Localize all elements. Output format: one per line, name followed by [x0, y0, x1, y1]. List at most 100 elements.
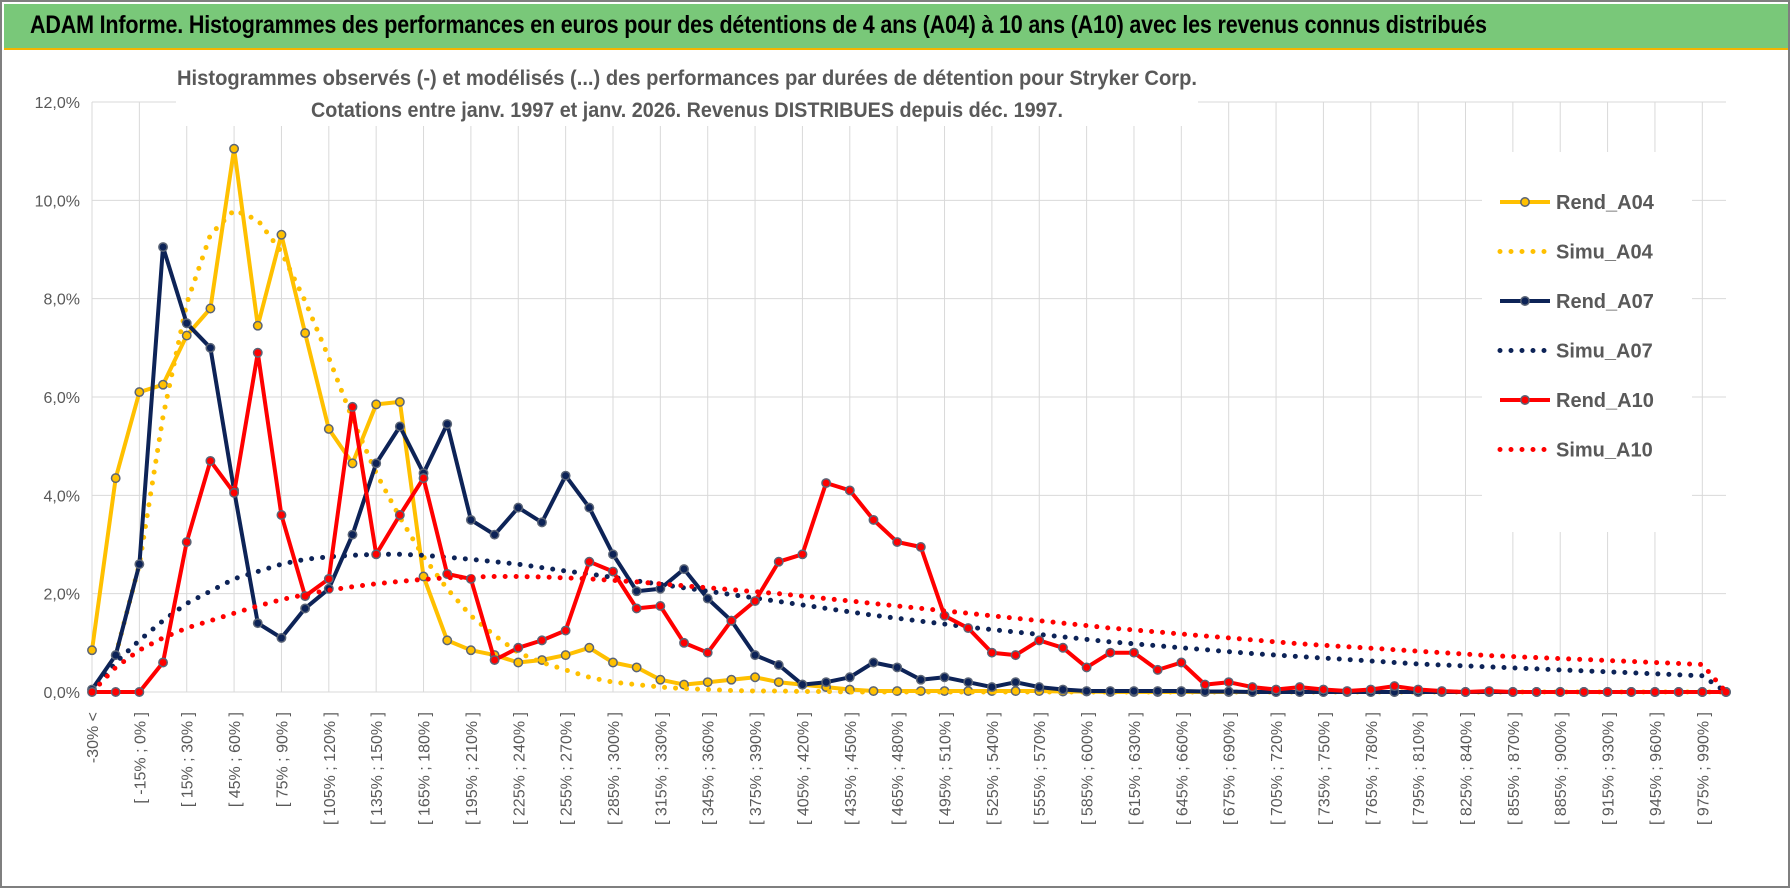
data-point	[536, 517, 547, 528]
data-point	[844, 672, 855, 683]
data-point	[1152, 664, 1163, 675]
data-point	[300, 603, 311, 614]
data-point	[631, 603, 642, 614]
data-point	[584, 556, 595, 567]
data-point	[1176, 657, 1187, 668]
x-tick-label: [ 795% ; 810% ]	[1411, 712, 1428, 825]
data-point	[513, 642, 524, 653]
data-point	[915, 542, 926, 552]
chart-legend: Rend_A04 Simu_A04 Rend_A07 Simu_A07 Rend_A10…	[1482, 152, 1692, 532]
chart-series	[87, 143, 1731, 697]
x-tick-label: [ 675% ; 690% ]	[1222, 712, 1239, 825]
series-line-Simu_A07	[89, 551, 1729, 695]
series-Simu_A04	[89, 207, 1729, 695]
data-point	[181, 330, 192, 341]
data-point	[1176, 686, 1187, 696]
chart-title-block: Histogrammes observés (-) et modélisés (…	[176, 58, 1198, 126]
y-tick-label: 6,0%	[44, 390, 80, 407]
y-tick-label: 12,0%	[35, 95, 80, 112]
legend-label-Simu_A07: Simu_A07	[1556, 341, 1653, 363]
data-point	[608, 566, 618, 577]
data-point	[205, 455, 216, 466]
x-tick-label: [ 975% ; 990% ]	[1695, 712, 1712, 825]
data-point	[892, 662, 903, 673]
x-tick-label: [ 825% ; 840% ]	[1459, 712, 1476, 825]
data-point	[797, 549, 808, 560]
chart-gridlines	[91, 101, 1726, 693]
x-tick-label: [ 885% ; 900% ]	[1553, 712, 1570, 825]
y-tick-label: 8,0%	[44, 292, 80, 309]
legend-marker	[1520, 296, 1530, 306]
data-point	[963, 677, 974, 688]
report-banner-title: ADAM Informe. Histogrammes des performan…	[30, 11, 1487, 39]
data-point	[1413, 684, 1424, 695]
x-tick-label: [ 945% ; 960% ]	[1648, 712, 1665, 825]
data-point	[1057, 684, 1068, 695]
data-point	[679, 637, 689, 648]
data-point	[1081, 662, 1092, 673]
x-tick-label: [ 285% ; 300% ]	[606, 712, 623, 825]
data-point	[1057, 642, 1068, 653]
y-tick-label: 0,0%	[44, 685, 80, 702]
data-point	[158, 657, 168, 668]
x-tick-label: [ 75% ; 90% ]	[274, 712, 291, 807]
x-tick-label: [ 615% ; 630% ]	[1127, 712, 1144, 825]
data-point	[489, 655, 500, 665]
data-point	[181, 537, 192, 547]
x-tick-label: [ 705% ; 720% ]	[1269, 712, 1286, 825]
data-point	[608, 549, 618, 560]
data-point	[300, 328, 311, 339]
data-point	[1247, 682, 1258, 693]
series-line-Rend_A04	[90, 146, 1726, 694]
data-point	[1129, 647, 1139, 658]
y-tick-label: 4,0%	[44, 488, 80, 505]
data-point	[347, 458, 358, 469]
data-point	[276, 229, 287, 240]
data-point	[110, 650, 121, 661]
data-point	[1105, 686, 1116, 696]
x-tick-label: [ 405% ; 420% ]	[795, 712, 812, 825]
data-point	[986, 647, 997, 658]
data-point	[679, 564, 689, 575]
data-point	[1105, 647, 1116, 658]
data-point	[1342, 686, 1353, 696]
legend-label-Rend_A04: Rend_A04	[1556, 192, 1655, 214]
chart-title-background	[176, 58, 1198, 126]
data-point	[821, 677, 832, 688]
x-tick-label: [ 375% ; 390% ]	[748, 712, 765, 825]
x-tick-label: [ 495% ; 510% ]	[938, 712, 955, 825]
data-point	[726, 674, 737, 685]
data-point	[702, 677, 713, 688]
data-point	[773, 677, 784, 688]
data-point	[134, 687, 145, 697]
data-point	[418, 571, 429, 582]
data-point	[1673, 687, 1684, 697]
data-point	[702, 647, 713, 658]
data-point	[1294, 682, 1305, 693]
legend-marker	[1520, 197, 1530, 207]
data-point	[560, 650, 571, 661]
data-point	[1650, 687, 1660, 697]
y-tick-label: 10,0%	[35, 193, 80, 210]
data-point	[1531, 687, 1542, 697]
data-point	[276, 632, 287, 643]
data-point	[536, 635, 547, 646]
data-point	[489, 529, 500, 540]
data-point	[442, 635, 453, 646]
data-point	[584, 642, 595, 653]
data-point	[181, 318, 192, 329]
series-Simu_A10	[89, 574, 1729, 695]
data-point	[513, 657, 524, 668]
series-line-Simu_A04	[89, 207, 1729, 695]
data-point	[584, 502, 595, 513]
data-point	[323, 573, 334, 584]
data-point	[915, 674, 926, 685]
data-point	[1436, 686, 1447, 696]
x-tick-label: [ 225% ; 240% ]	[511, 712, 528, 825]
x-tick-label: [ 645% ; 660% ]	[1174, 712, 1191, 825]
data-point	[371, 458, 382, 469]
data-point	[797, 679, 808, 690]
x-tick-label: [ 45% ; 60% ]	[227, 712, 244, 807]
data-point	[1223, 677, 1234, 688]
